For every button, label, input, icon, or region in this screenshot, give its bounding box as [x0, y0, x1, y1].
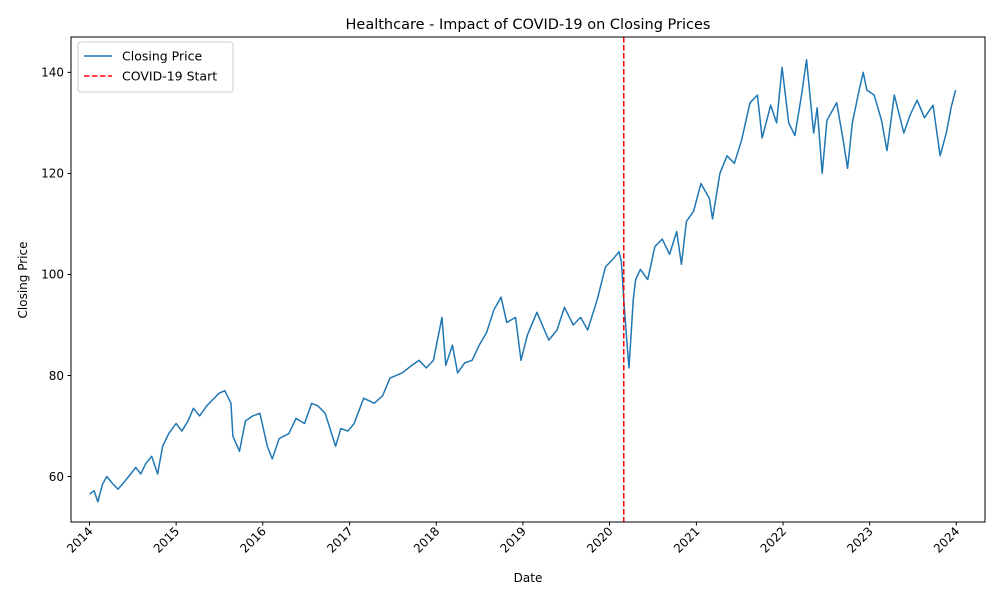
legend-label-closing-price: Closing Price	[122, 49, 202, 64]
plot-area-frame	[70, 36, 986, 523]
chart-title: Healthcare - Impact of COVID-19 on Closi…	[346, 17, 711, 33]
legend-label-covid-start: COVID-19 Start	[122, 69, 217, 84]
legend: Closing Price COVID-19 Start	[77, 41, 234, 93]
y-axis: 60 80 100 120 140	[41, 66, 71, 484]
y-tick-label: 140	[41, 66, 64, 80]
y-tick-label: 100	[41, 268, 64, 282]
y-tick-label: 80	[49, 369, 64, 383]
legend-box	[77, 41, 234, 93]
y-tick-label: 120	[41, 167, 64, 181]
y-tick-label: 60	[49, 470, 64, 484]
series-line-closing-price	[89, 58, 957, 503]
x-axis-title: Date	[514, 571, 543, 585]
y-axis-title: Closing Price	[16, 242, 30, 319]
